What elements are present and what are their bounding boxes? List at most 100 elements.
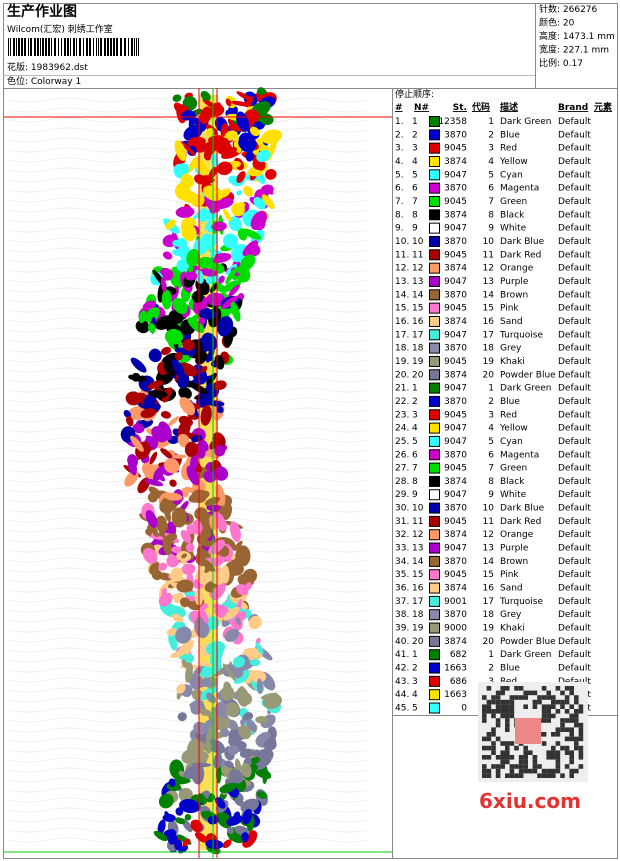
qr-cell bbox=[574, 736, 579, 742]
qr-cell bbox=[564, 727, 570, 732]
qr-cell bbox=[509, 768, 515, 774]
color-swatch bbox=[429, 155, 440, 167]
qr-cell bbox=[541, 732, 547, 737]
motif bbox=[211, 582, 227, 601]
cell: Powder Blue bbox=[500, 370, 556, 380]
qr-cell bbox=[537, 699, 542, 705]
bg-wave bbox=[7, 117, 369, 123]
qr-cell bbox=[578, 704, 584, 709]
motif bbox=[198, 557, 215, 572]
qr-cell bbox=[532, 699, 538, 705]
qr-cell bbox=[518, 764, 524, 769]
motif bbox=[200, 404, 212, 426]
cell: Orange bbox=[500, 264, 534, 274]
cell: 45. bbox=[395, 704, 409, 714]
motif bbox=[165, 219, 176, 230]
motif bbox=[227, 744, 239, 755]
cell: Khaki bbox=[500, 357, 525, 367]
cell: Cyan bbox=[500, 170, 523, 180]
motif bbox=[169, 479, 177, 487]
cell: Default bbox=[558, 397, 591, 407]
motif bbox=[138, 310, 147, 324]
cell: 4 bbox=[488, 424, 494, 434]
color-swatch bbox=[429, 422, 440, 434]
cell: Green bbox=[500, 197, 527, 207]
qr-cell bbox=[551, 745, 556, 751]
color-swatch bbox=[429, 635, 440, 647]
qr-cell bbox=[518, 768, 524, 774]
motif bbox=[215, 797, 226, 809]
qr-cell bbox=[505, 755, 510, 760]
qr-cell bbox=[495, 755, 501, 760]
bg-wave bbox=[7, 357, 369, 363]
cell: Default bbox=[558, 357, 591, 367]
cell: 24. bbox=[395, 424, 409, 434]
stat: 高度: 1473.1 mm bbox=[539, 30, 615, 42]
motif bbox=[168, 778, 176, 787]
cell: Default bbox=[558, 437, 591, 447]
bg-wave bbox=[7, 507, 369, 513]
cell: 7. bbox=[395, 197, 404, 207]
bg-wave bbox=[7, 737, 369, 743]
motif bbox=[249, 126, 260, 137]
cell: 9047 bbox=[444, 424, 467, 434]
bar bbox=[51, 38, 52, 56]
qr-cell bbox=[505, 745, 510, 751]
cell: 2 bbox=[488, 664, 494, 674]
motif bbox=[188, 382, 209, 395]
qr-cell bbox=[564, 686, 570, 691]
title: 生产作业图 bbox=[7, 3, 77, 20]
motif bbox=[149, 561, 160, 575]
motif bbox=[195, 565, 206, 580]
qr-cell bbox=[500, 750, 505, 755]
column-header: 元素 bbox=[594, 101, 612, 113]
motif bbox=[249, 659, 261, 667]
cell: Default bbox=[558, 277, 591, 287]
qr-cell bbox=[541, 686, 547, 691]
cell: 682 bbox=[450, 650, 467, 660]
motif bbox=[174, 840, 183, 851]
qr-cell bbox=[541, 713, 547, 719]
qr-cell bbox=[523, 764, 528, 769]
bar bbox=[138, 38, 139, 56]
color-swatch bbox=[429, 235, 440, 247]
cell: 5 bbox=[488, 170, 494, 180]
cell: 9045 bbox=[444, 410, 467, 420]
bar bbox=[116, 38, 118, 56]
qr-cell bbox=[482, 704, 487, 709]
cell: 17 bbox=[483, 597, 494, 607]
motif bbox=[148, 486, 163, 499]
cell: 9 bbox=[412, 490, 418, 500]
cell: 30. bbox=[395, 504, 409, 514]
qr-cell bbox=[505, 759, 510, 765]
qr-cell bbox=[518, 695, 524, 700]
qr-cell bbox=[546, 773, 551, 778]
qr-cell bbox=[486, 755, 492, 760]
motif bbox=[237, 691, 253, 706]
qr-cell bbox=[569, 718, 574, 723]
motif bbox=[179, 642, 189, 653]
cell: 0 bbox=[461, 704, 467, 714]
qr-cell bbox=[514, 773, 519, 778]
motif bbox=[247, 169, 263, 177]
cell: 18. bbox=[395, 344, 409, 354]
motif bbox=[151, 426, 168, 443]
qr-cell bbox=[551, 773, 556, 778]
cell: 28. bbox=[395, 477, 409, 487]
cell: 37. bbox=[395, 597, 409, 607]
qr-cell bbox=[574, 718, 579, 723]
cell: Dark Green bbox=[500, 117, 551, 127]
bar bbox=[13, 38, 15, 56]
color-swatch bbox=[429, 502, 440, 514]
qr-cell bbox=[500, 713, 505, 719]
motif bbox=[182, 338, 195, 351]
motif bbox=[174, 140, 187, 162]
cell: 6 bbox=[488, 450, 494, 460]
bar bbox=[76, 38, 77, 56]
cell: 20 bbox=[483, 370, 495, 380]
cell: Default bbox=[558, 317, 591, 327]
cell: Default bbox=[558, 464, 591, 474]
cell: 3874 bbox=[444, 530, 467, 540]
